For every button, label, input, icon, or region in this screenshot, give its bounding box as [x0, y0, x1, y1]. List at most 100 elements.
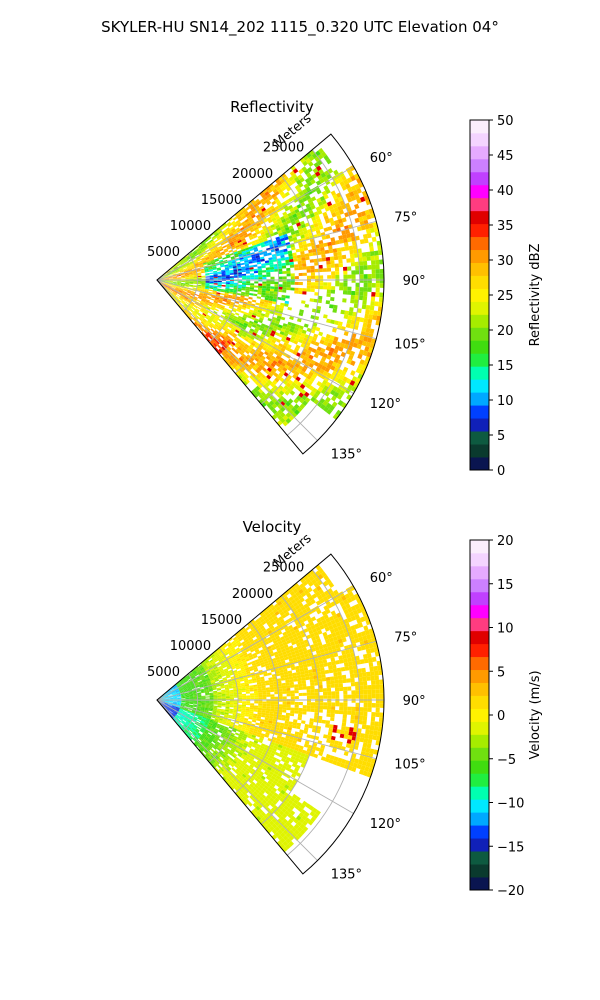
sweep-cell	[266, 692, 271, 695]
sweep-cell	[168, 284, 172, 287]
sweep-cell	[236, 658, 242, 662]
sweep-cell	[288, 415, 295, 421]
sweep-cell	[334, 617, 340, 624]
sweep-cell	[201, 286, 206, 288]
sweep-cell	[335, 409, 342, 416]
sweep-cell	[251, 214, 256, 219]
sweep-cell	[294, 687, 299, 691]
sweep-cell	[173, 291, 178, 294]
sweep-cell	[316, 305, 322, 310]
sweep-cell	[325, 218, 331, 224]
sweep-cell	[318, 705, 324, 710]
sweep-cell	[172, 273, 177, 276]
sweep-cell	[172, 276, 177, 278]
sweep-cell	[175, 691, 180, 694]
sweep-cell	[359, 698, 364, 703]
sweep-cell	[235, 639, 240, 644]
sweep-cell	[298, 588, 304, 595]
sweep-cell	[195, 265, 200, 268]
sweep-cell	[257, 353, 263, 358]
sweep-cell	[275, 236, 281, 241]
sweep-cell	[232, 295, 237, 298]
sweep-cell	[277, 220, 283, 225]
sweep-cell	[194, 262, 199, 265]
sweep-cell	[247, 216, 253, 221]
sweep-cell	[354, 203, 360, 210]
colorbar-segment	[470, 353, 489, 367]
sweep-cell	[226, 351, 232, 357]
sweep-cell	[238, 350, 244, 356]
sweep-cell	[228, 240, 233, 244]
sweep-cell	[255, 241, 261, 245]
sweep-cell	[254, 275, 259, 278]
sweep-cell	[233, 285, 238, 288]
sweep-cell	[206, 242, 211, 246]
sweep-cell	[326, 408, 333, 415]
sweep-cell	[171, 293, 175, 297]
sweep-cell	[266, 706, 271, 709]
sweep-cell	[302, 227, 307, 232]
sweep-cell	[299, 597, 305, 603]
sweep-cell	[234, 350, 239, 355]
sweep-cell	[332, 203, 338, 209]
sweep-cell	[271, 613, 277, 619]
sweep-cell	[273, 291, 278, 295]
sweep-cell	[250, 273, 255, 276]
sweep-cell	[187, 267, 192, 270]
sweep-cell	[206, 662, 211, 666]
sweep-cell	[314, 660, 320, 666]
sweep-cell	[192, 306, 196, 310]
sweep-cell	[329, 628, 336, 634]
sweep-cell	[209, 272, 214, 275]
sweep-cell	[215, 661, 220, 666]
sweep-cell	[183, 288, 188, 291]
sweep-cell	[218, 337, 223, 342]
sweep-cell	[180, 285, 185, 287]
sweep-cell	[186, 293, 191, 296]
sweep-cell	[259, 351, 264, 356]
sweep-cell	[272, 258, 278, 262]
sweep-cell	[296, 655, 302, 660]
sweep-cell	[185, 262, 190, 266]
sweep-cell	[289, 316, 294, 321]
sweep-cell	[231, 318, 237, 323]
sweep-cell	[166, 287, 170, 291]
sweep-cell	[367, 337, 373, 343]
sweep-cell	[309, 658, 315, 663]
sweep-cell	[276, 338, 281, 343]
sweep-cell	[175, 269, 180, 272]
sweep-cell	[169, 687, 174, 691]
sweep-cell	[217, 332, 222, 337]
sweep-cell	[166, 690, 171, 693]
sweep-cell	[179, 688, 184, 691]
sweep-cell	[281, 201, 287, 207]
sweep-cell	[302, 692, 307, 696]
sweep-cell	[292, 675, 298, 679]
sweep-cell	[288, 225, 294, 230]
sweep-cell	[339, 286, 344, 291]
sweep-cell	[175, 689, 180, 692]
sweep-cell	[210, 240, 215, 244]
sweep-cell	[295, 211, 301, 217]
sweep-cell	[233, 704, 238, 707]
sweep-cell	[193, 679, 198, 683]
sweep-cell	[338, 235, 344, 240]
sweep-cell	[379, 278, 384, 284]
sweep-cell	[190, 684, 195, 687]
sweep-cell	[213, 702, 218, 704]
sweep-cell	[182, 684, 186, 688]
colorbar-segment	[470, 431, 489, 445]
sweep-cell	[206, 670, 211, 674]
sweep-cell	[319, 368, 325, 375]
sweep-cell	[242, 232, 248, 237]
sweep-cell	[226, 328, 231, 332]
sweep-cell	[247, 346, 253, 351]
sweep-cell	[169, 277, 174, 279]
sweep-cell	[290, 710, 295, 714]
sweep-cell	[280, 302, 285, 307]
sweep-cell	[326, 201, 333, 207]
sweep-cell	[315, 229, 321, 235]
sweep-cell	[190, 263, 195, 266]
sweep-cell	[328, 582, 335, 588]
sweep-cell	[269, 611, 275, 616]
